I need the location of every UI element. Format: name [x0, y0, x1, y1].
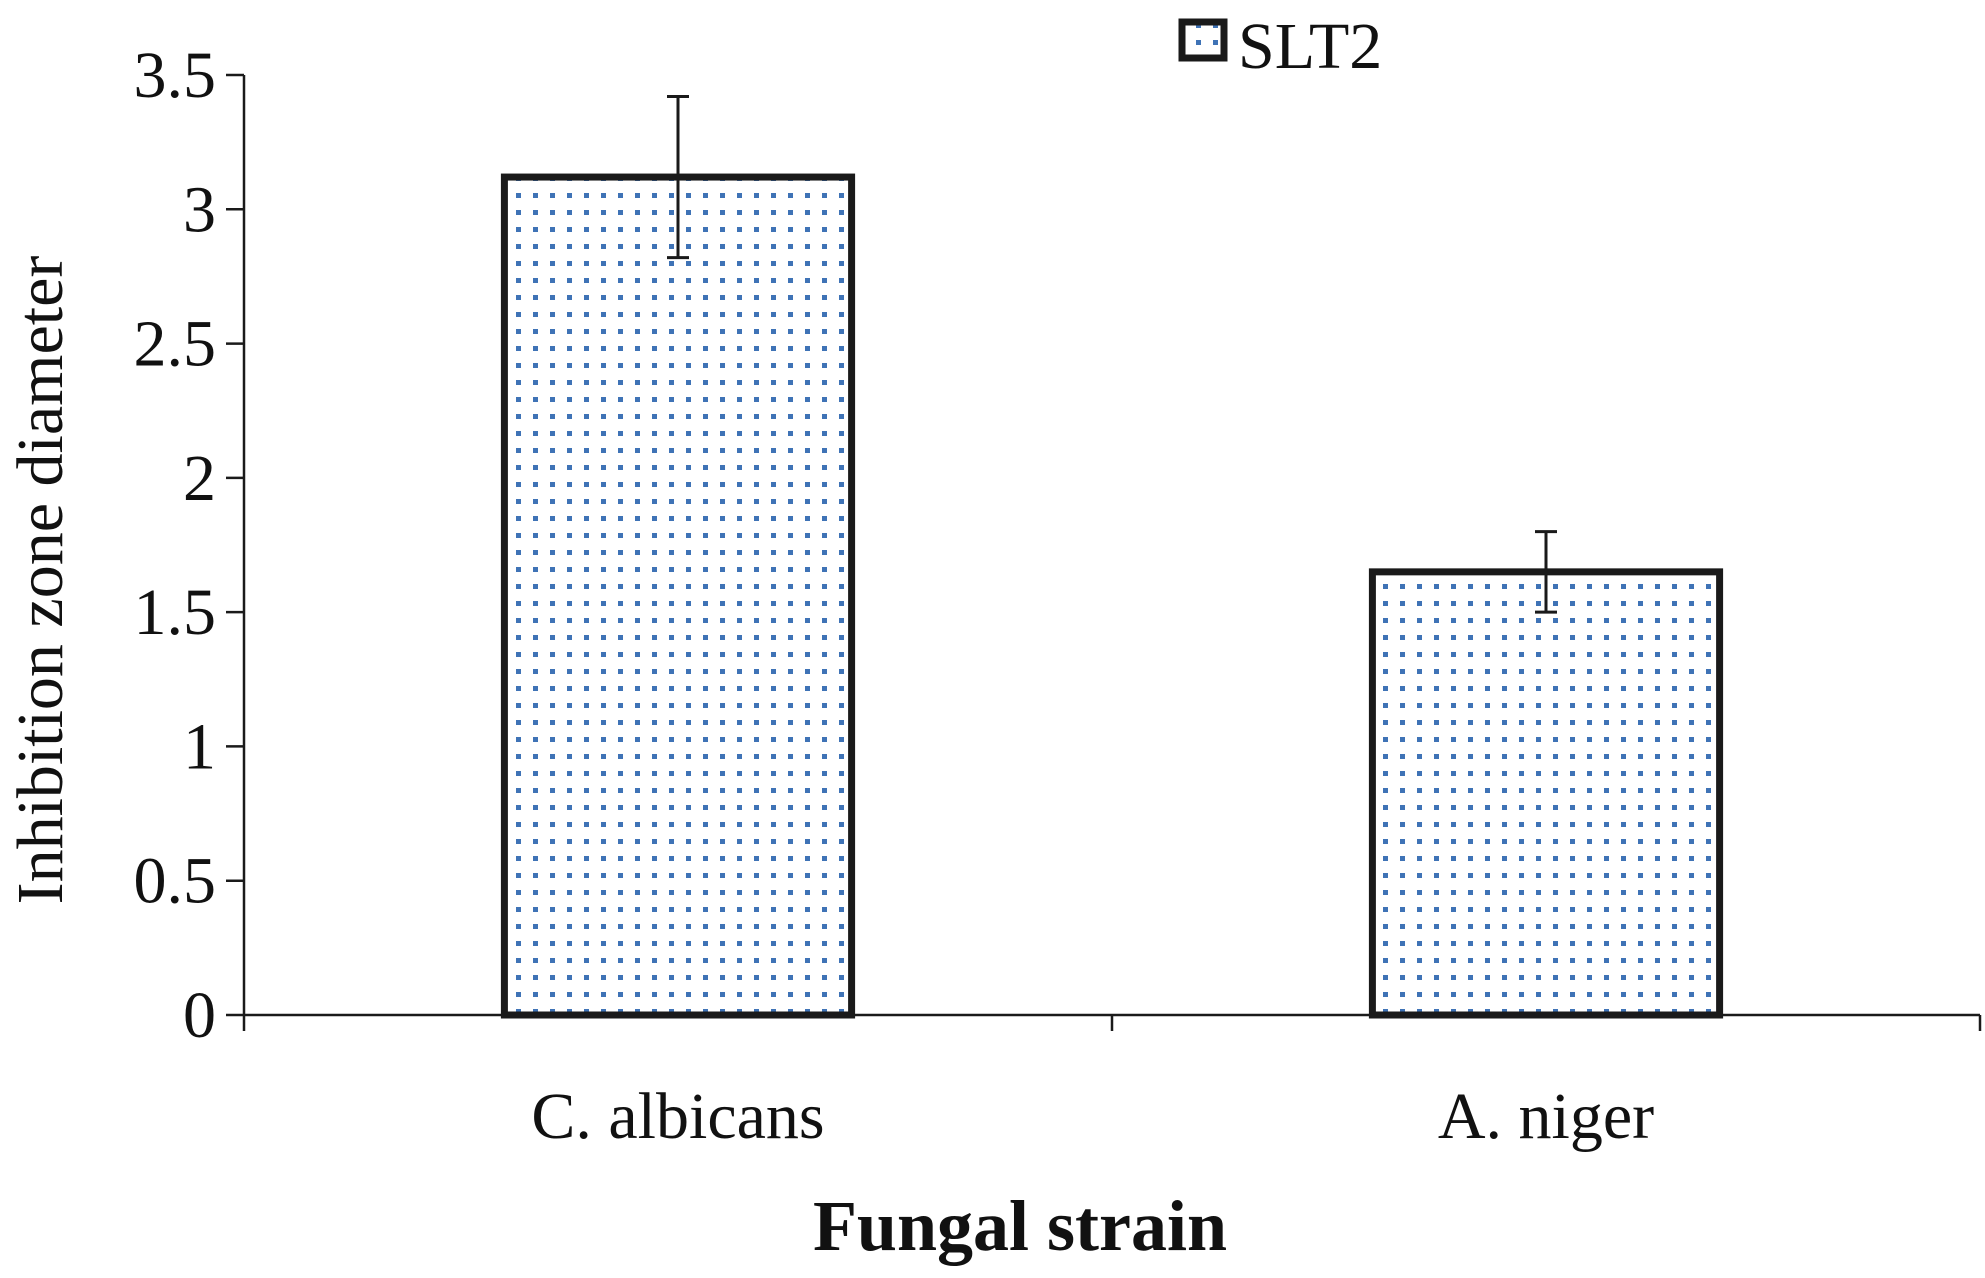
x-ticks — [242, 1015, 1982, 1031]
y-tick-label: 0.5 — [134, 845, 217, 918]
legend-label: SLT2 — [1238, 10, 1382, 83]
bar — [500, 173, 856, 1019]
y-axis-title: Inhibition zone diameter — [4, 256, 77, 905]
y-tick-label: 0 — [183, 979, 216, 1052]
y-tick-label: 2.5 — [134, 308, 217, 381]
x-category-label: C. albicans — [531, 1080, 824, 1153]
x-category-labels: C. albicans A. niger — [531, 1080, 1654, 1153]
y-tick-label: 3 — [183, 173, 216, 246]
y-tick-label: 3.5 — [134, 39, 217, 112]
error-bars — [667, 94, 1557, 614]
y-tick-label: 1.5 — [134, 576, 217, 649]
x-axis-title: Fungal strain — [813, 1186, 1227, 1266]
bars — [500, 173, 1724, 1019]
y-tick-label: 1 — [183, 710, 216, 783]
x-category-label: A. niger — [1438, 1080, 1654, 1153]
y-tick-label: 2 — [183, 442, 216, 515]
legend: SLT2 — [1178, 10, 1382, 83]
legend-swatch — [1178, 18, 1228, 62]
bar — [1368, 568, 1724, 1019]
y-ticks: 0 0.5 1 1.5 2 2.5 3 3.5 — [134, 39, 244, 1052]
